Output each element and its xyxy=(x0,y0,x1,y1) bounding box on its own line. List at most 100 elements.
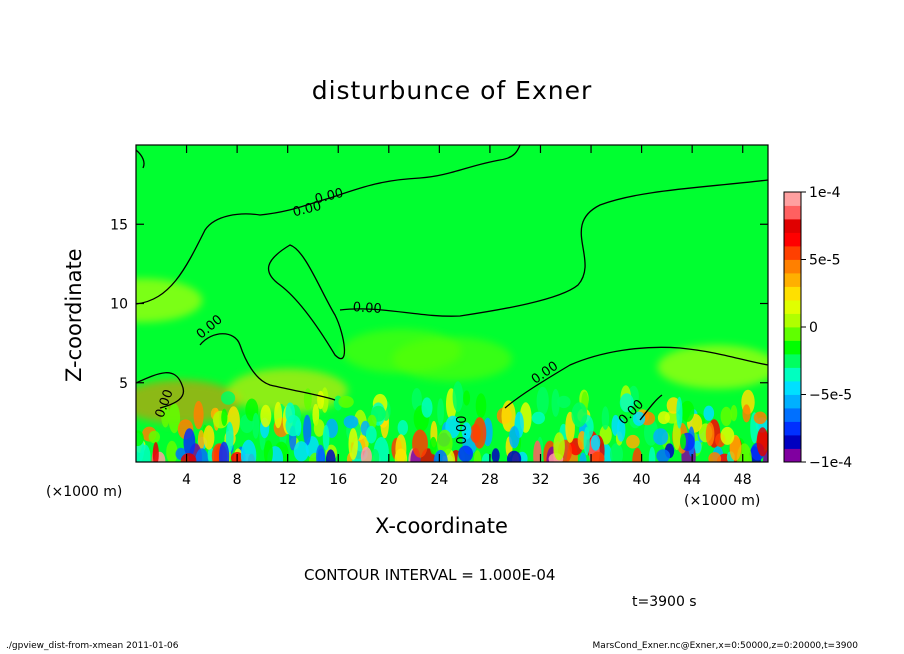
colorbar-tick-label: 0 xyxy=(809,320,818,336)
field-cell xyxy=(458,445,473,462)
field-cell xyxy=(693,440,702,454)
field-cell xyxy=(437,429,453,457)
field-cell xyxy=(461,422,472,440)
field-cell xyxy=(183,428,196,457)
field-cell xyxy=(657,411,670,425)
x-tick-label: 12 xyxy=(279,472,297,488)
field-cell xyxy=(313,419,325,437)
field-cell xyxy=(616,418,626,442)
field-cell xyxy=(360,446,372,462)
field-cell xyxy=(619,393,634,413)
x-tick-label: 20 xyxy=(380,472,398,488)
x-unit-right: (×1000 m) xyxy=(684,493,761,509)
field-cell xyxy=(365,425,377,444)
field-cell xyxy=(193,400,204,430)
x-tick-label: 16 xyxy=(329,472,347,488)
x-tick-label: 44 xyxy=(683,472,701,488)
field-cell xyxy=(590,434,601,451)
colorbar-tick-label: −1e-4 xyxy=(809,455,852,471)
colorbar-swatch xyxy=(784,435,801,449)
colorbar-swatch xyxy=(784,192,801,206)
field-cell xyxy=(632,447,643,462)
field-cell xyxy=(148,430,160,444)
contour-label: 0.00 xyxy=(455,416,470,445)
field-cell xyxy=(274,401,283,429)
contour-line xyxy=(136,145,521,305)
field-cell xyxy=(433,449,448,462)
field-cell xyxy=(680,400,695,422)
field-cell xyxy=(501,400,516,432)
field-cell xyxy=(221,391,236,405)
field-cell xyxy=(168,403,181,434)
x-tick-label: 4 xyxy=(182,472,191,488)
field-patch xyxy=(657,344,768,389)
field-cell xyxy=(348,428,358,460)
field-cell xyxy=(316,444,325,462)
field-cell xyxy=(325,449,336,462)
colorbar-swatch xyxy=(784,408,801,422)
contour-label: 0.00 xyxy=(352,300,382,317)
field-cell xyxy=(225,421,234,453)
colorbar-swatch xyxy=(784,205,801,220)
contour-line xyxy=(268,244,346,359)
field-cell xyxy=(421,397,433,418)
x-tick-label: 32 xyxy=(532,472,550,488)
field-cell xyxy=(481,453,492,462)
x-axis-label: X-coordinate xyxy=(375,514,508,538)
field-cell xyxy=(161,404,170,428)
field-cell xyxy=(437,398,444,426)
field-cell xyxy=(338,395,354,408)
colorbar-tick-label: −5e-5 xyxy=(809,388,852,404)
field-cell xyxy=(579,452,587,462)
field-cell xyxy=(252,412,260,439)
field-cell xyxy=(763,450,768,462)
field-cell xyxy=(536,386,549,416)
x-tick-label: 36 xyxy=(582,472,600,488)
field-cell xyxy=(571,402,588,428)
field-cell xyxy=(412,429,428,458)
contour-lines xyxy=(136,145,768,421)
colorbar-swatch xyxy=(784,327,801,341)
field-cell xyxy=(367,414,377,429)
field-cell xyxy=(507,450,522,462)
contour-line xyxy=(199,333,336,401)
field-cell xyxy=(491,448,500,462)
field-cell xyxy=(195,448,209,462)
x-tick-label: 48 xyxy=(734,472,752,488)
field-cell xyxy=(703,405,715,421)
field-cell xyxy=(475,393,487,419)
field-cell xyxy=(601,406,610,430)
colorbar-swatch xyxy=(784,313,801,328)
field-cell xyxy=(708,452,722,462)
field-cell xyxy=(720,426,735,445)
contour-interval-label: CONTOUR INTERVAL = 1.000E-04 xyxy=(304,566,556,584)
x-unit-left: (×1000 m) xyxy=(46,484,123,500)
colorbar-swatch xyxy=(784,340,801,355)
field-cell xyxy=(452,381,464,412)
y-axis-label: Z-coordinate xyxy=(62,248,86,382)
contour-line xyxy=(136,372,185,409)
field-cell xyxy=(429,436,437,455)
field-cell xyxy=(753,411,767,425)
field-cell xyxy=(463,390,471,406)
colorbar: 1e-4 5e-5 0 −5e-5 −1e-4 xyxy=(783,185,852,471)
contour-line xyxy=(639,394,663,421)
colorbar-swatch xyxy=(784,367,801,382)
field-cell xyxy=(742,404,751,423)
colorbar-swatch xyxy=(784,246,801,260)
field-layer xyxy=(136,278,768,424)
field-cell xyxy=(632,411,646,426)
y-tick-label: 15 xyxy=(110,217,128,233)
field-cell xyxy=(395,434,407,462)
x-axis: 4 8 12 16 20 24 28 32 36 40 44 48 xyxy=(182,145,752,488)
field-cell xyxy=(583,426,590,456)
field-cell xyxy=(680,433,686,450)
x-tick-label: 8 xyxy=(233,472,242,488)
colorbar-swatch xyxy=(784,354,801,368)
field-cell xyxy=(136,430,144,447)
field-cell xyxy=(557,395,571,409)
field-cell xyxy=(626,434,640,449)
x-tick-label: 24 xyxy=(430,472,448,488)
field-cell xyxy=(221,408,228,426)
